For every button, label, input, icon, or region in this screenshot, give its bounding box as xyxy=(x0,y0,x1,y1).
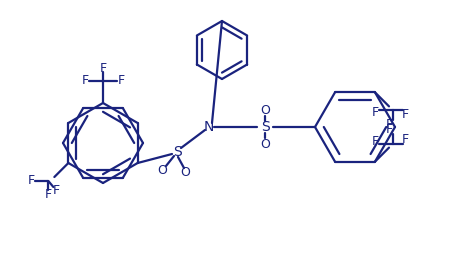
Text: F: F xyxy=(401,133,409,146)
Text: O: O xyxy=(157,164,167,177)
Text: F: F xyxy=(371,106,379,119)
Text: F: F xyxy=(401,108,409,121)
Text: F: F xyxy=(81,74,89,87)
Text: O: O xyxy=(260,137,270,151)
Text: F: F xyxy=(53,183,60,197)
Text: F: F xyxy=(100,61,106,74)
Text: N: N xyxy=(204,120,214,134)
Text: O: O xyxy=(260,103,270,117)
Text: F: F xyxy=(385,123,393,136)
Text: F: F xyxy=(385,118,393,131)
Text: F: F xyxy=(117,74,125,87)
Text: F: F xyxy=(45,187,52,200)
Text: S: S xyxy=(261,120,269,134)
Text: S: S xyxy=(172,145,182,159)
Text: F: F xyxy=(371,135,379,148)
Text: F: F xyxy=(28,174,35,187)
Text: O: O xyxy=(180,167,190,180)
